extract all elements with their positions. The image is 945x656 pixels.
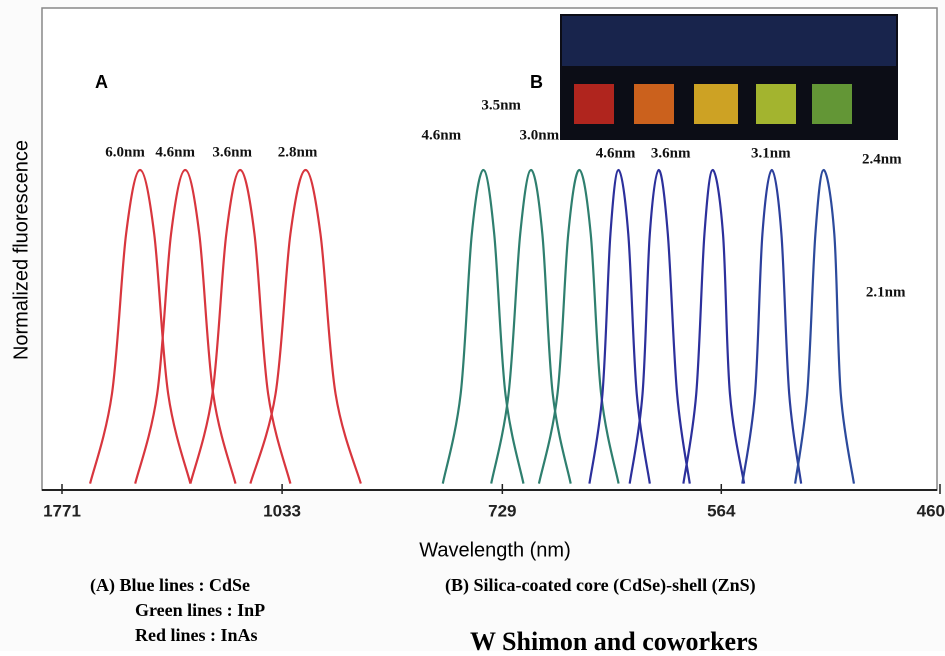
caption-line: Red lines : InAs [135, 625, 258, 645]
spectrum-line [741, 168, 803, 484]
legend-label: 3.6nm [212, 144, 252, 160]
legend-label: 3.1nm [751, 145, 791, 161]
x-tick-label: 564 [707, 501, 736, 520]
panel-label: A [95, 72, 108, 92]
plot: 1771 1033 729 564 460 6.0nm 4.6nm 3.6nm 2.8nm 4.6… [43, 97, 945, 520]
legend-label: 6.0nm [105, 144, 145, 160]
x-axis-label: Wavelength (nm) [419, 539, 571, 561]
legend-label: 2.8nm [278, 144, 318, 160]
cuvette [634, 84, 674, 124]
spectrum-line [537, 168, 620, 484]
legend-label: 2.4nm [862, 151, 902, 167]
cuvette [694, 84, 738, 124]
cuvette [756, 84, 796, 124]
y-axis-label: Normalized fluorescence [10, 140, 32, 360]
legend-label: 4.6nm [155, 144, 195, 160]
x-tick-label: 1033 [263, 501, 301, 520]
x-tick-label: 1771 [43, 501, 81, 520]
spectrum-line [89, 168, 192, 484]
cuvette [574, 84, 614, 124]
caption-line: Green lines : InP [135, 600, 265, 620]
legend-label: 3.0nm [520, 127, 560, 143]
spectrum-line [588, 168, 651, 484]
cuvette [812, 84, 852, 124]
spectrum-line [628, 168, 691, 484]
legend-label: 3.5nm [481, 97, 521, 113]
spectrum-line [441, 168, 525, 484]
legend-label: 3.6nm [651, 145, 691, 161]
caption-line: (A) Blue lines : CdSe [90, 575, 250, 596]
spectrum-line [189, 168, 292, 484]
legend-label: 4.6nm [596, 145, 636, 161]
spectrum-line [490, 168, 572, 484]
caption-right: (B) Silica-coated core (CdSe)-shell (ZnS… [445, 575, 756, 596]
spectrum-line [249, 168, 362, 484]
x-tick-label: 460 [917, 501, 945, 520]
x-tick-label: 729 [488, 501, 516, 520]
credit: W Shimon and coworkers [470, 627, 758, 651]
photo-top [562, 16, 896, 66]
spectrum-line [794, 168, 856, 484]
legend-label: 2.1nm [866, 284, 906, 300]
spectrum-line [682, 168, 746, 484]
cuvette-photo [560, 14, 898, 140]
legend-label: 4.6nm [422, 127, 462, 143]
panel-label: B [530, 72, 543, 92]
